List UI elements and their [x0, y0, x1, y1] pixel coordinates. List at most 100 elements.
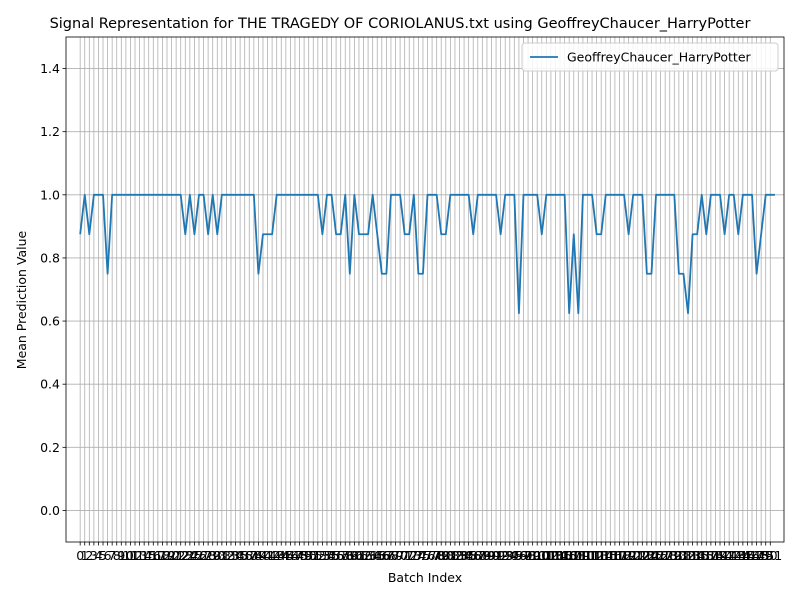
x-tick-label: 122: [626, 548, 650, 563]
x-tick-label: 10: [118, 548, 134, 563]
x-tick-label: 22: [173, 548, 189, 563]
x-tick-label: 121: [621, 548, 645, 563]
x-tick-label: 72: [401, 548, 417, 563]
x-tick-label: 149: [749, 548, 773, 563]
x-tick-label: 131: [667, 548, 691, 563]
x-tick-label: 75: [415, 548, 431, 563]
x-tick-label: 126: [644, 548, 668, 563]
x-tick-label: 144: [726, 548, 750, 563]
x-tick-label: 41: [260, 548, 276, 563]
chart-title: Signal Representation for THE TRAGEDY OF…: [50, 16, 751, 32]
x-tick-label: 0: [76, 548, 84, 563]
x-tick-label: 116: [598, 548, 622, 563]
y-tick-label: 1.0: [40, 187, 60, 202]
x-tick-label: 51: [305, 548, 321, 563]
x-tick-label: 1: [81, 548, 89, 563]
x-tick-label: 101: [530, 548, 554, 563]
x-tick-label: 66: [374, 548, 390, 563]
x-tick-label: 76: [420, 548, 436, 563]
x-tick-label: 129: [658, 548, 682, 563]
x-tick-label: 148: [745, 548, 769, 563]
x-tick-label: 132: [672, 548, 696, 563]
x-tick-label: 34: [228, 548, 244, 563]
x-tick-label: 30: [209, 548, 225, 563]
x-tick-label: 115: [594, 548, 618, 563]
x-tick-label: 18: [154, 548, 170, 563]
x-tick-label: 91: [488, 548, 504, 563]
x-tick-label: 37: [241, 548, 257, 563]
x-tick-label: 86: [465, 548, 481, 563]
x-tick-label: 32: [218, 548, 234, 563]
x-tick-label: 151: [758, 548, 782, 563]
x-tick-label: 99: [525, 548, 541, 563]
x-tick-label: 13: [132, 548, 148, 563]
x-tick-label: 67: [378, 548, 394, 563]
x-tick-label: 3: [90, 548, 98, 563]
x-tick-label: 12: [127, 548, 143, 563]
x-tick-label: 105: [548, 548, 572, 563]
legend: GeoffreyChaucer_HarryPotter: [521, 42, 779, 72]
x-tick-label: 19: [159, 548, 175, 563]
y-tick-label: 0.2: [40, 440, 60, 455]
x-tick-label: 135: [685, 548, 709, 563]
x-tick-label: 79: [433, 548, 449, 563]
x-tick-label: 16: [145, 548, 161, 563]
x-tick-label: 94: [502, 548, 518, 563]
x-tick-label: 62: [356, 548, 372, 563]
x-tick-label: 127: [649, 548, 673, 563]
x-tick-label: 4: [94, 548, 102, 563]
legend-box: [521, 42, 779, 72]
x-tick-label: 112: [580, 548, 604, 563]
x-tick-label: 5: [99, 548, 107, 563]
x-tick-label: 77: [424, 548, 440, 563]
x-tick-label: 150: [754, 548, 778, 563]
x-tick-label: 24: [182, 548, 198, 563]
x-tick-label: 133: [676, 548, 700, 563]
x-tick-label: 36: [237, 548, 253, 563]
x-tick-label: 58: [337, 548, 353, 563]
x-tick-label: 42: [264, 548, 280, 563]
x-tick-label: 147: [740, 548, 764, 563]
x-tick-label: 2: [85, 548, 93, 563]
x-tick-label: 20: [164, 548, 180, 563]
x-tick-label: 55: [324, 548, 340, 563]
x-tick-label: 69: [388, 548, 404, 563]
x-tick-label: 137: [694, 548, 718, 563]
x-tick-label: 68: [383, 548, 399, 563]
x-tick-label: 117: [603, 548, 627, 563]
x-tick-label: 98: [520, 548, 536, 563]
x-tick-label: 49: [296, 548, 312, 563]
x-tick-label: 15: [141, 548, 157, 563]
x-tick-label: 108: [562, 548, 586, 563]
x-tick-label: 6: [104, 548, 112, 563]
x-tick-label: 29: [205, 548, 221, 563]
x-tick-label: 47: [287, 548, 303, 563]
x-tick-label: 17: [150, 548, 166, 563]
x-tick-label: 73: [406, 548, 422, 563]
x-tick-label: 83: [452, 548, 468, 563]
x-tick-label: 9: [117, 548, 125, 563]
x-tick-label: 145: [731, 548, 755, 563]
x-tick-label: 88: [474, 548, 490, 563]
x-tick-label: 89: [479, 548, 495, 563]
x-tick-label: 65: [369, 548, 385, 563]
x-tick-label: 27: [196, 548, 212, 563]
y-tick-label: 1.4: [40, 61, 60, 76]
x-tick-label: 139: [704, 548, 728, 563]
x-tick-label: 124: [635, 548, 659, 563]
x-tick-label: 100: [525, 548, 549, 563]
x-tick-label: 25: [186, 548, 202, 563]
x-tick-label: 61: [351, 548, 367, 563]
x-tick-label: 23: [177, 548, 193, 563]
x-tick-label: 138: [699, 548, 723, 563]
x-tick-label: 110: [571, 548, 595, 563]
tick-labels: 0.00.20.40.60.81.01.21.40123456789101112…: [40, 61, 782, 563]
x-tick-label: 43: [269, 548, 285, 563]
x-tick-label: 40: [255, 548, 271, 563]
x-tick-label: 111: [576, 548, 600, 563]
x-tick-label: 57: [333, 548, 349, 563]
x-tick-label: 70: [392, 548, 408, 563]
x-tick-label: 102: [534, 548, 558, 563]
